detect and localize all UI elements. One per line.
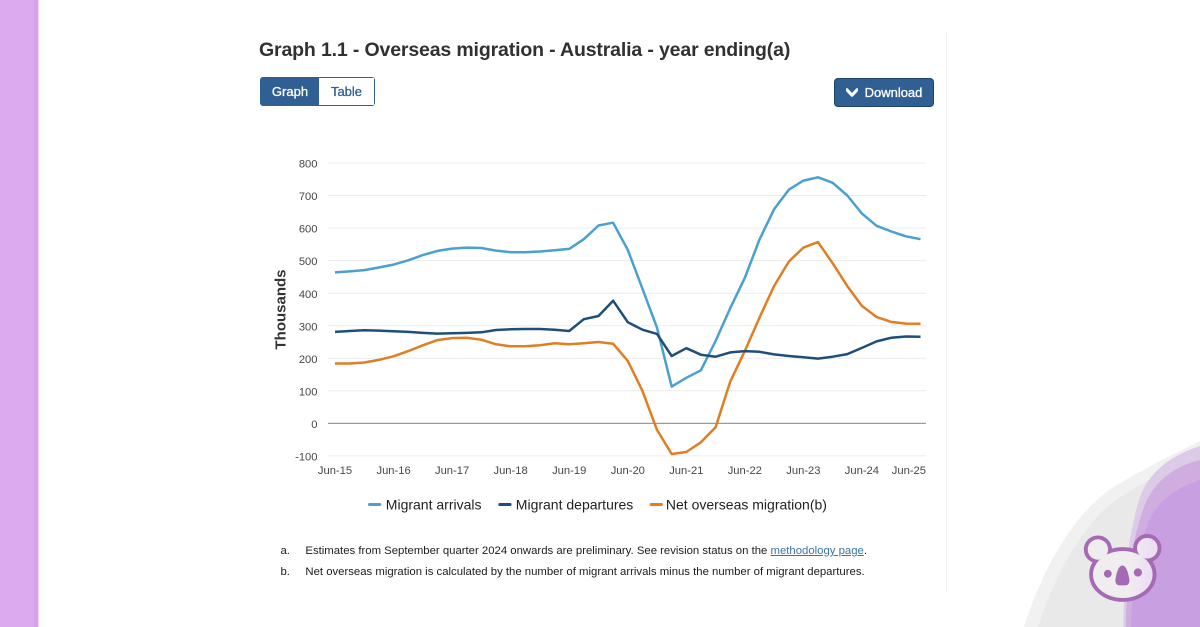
svg-text:Migrant departures: Migrant departures [516, 497, 634, 513]
svg-text:Jun-19: Jun-19 [552, 465, 586, 477]
svg-text:600: 600 [299, 224, 318, 236]
svg-text:100: 100 [299, 386, 318, 398]
svg-text:500: 500 [299, 256, 318, 268]
svg-text:Jun-21: Jun-21 [669, 465, 703, 477]
svg-text:Jun-17: Jun-17 [435, 465, 469, 477]
svg-text:Migrant arrivals: Migrant arrivals [386, 497, 482, 513]
svg-text:Jun-22: Jun-22 [728, 465, 762, 477]
svg-text:Net overseas migration(b): Net overseas migration(b) [666, 497, 827, 513]
svg-text:Jun-16: Jun-16 [376, 465, 410, 477]
svg-text:Jun-18: Jun-18 [493, 465, 527, 477]
svg-text:-100: -100 [295, 452, 317, 464]
svg-text:Jun-25: Jun-25 [892, 465, 926, 477]
svg-text:Jun-23: Jun-23 [786, 465, 820, 477]
svg-text:200: 200 [299, 354, 318, 366]
svg-text:700: 700 [299, 191, 318, 203]
svg-text:Jun-24: Jun-24 [845, 465, 879, 477]
svg-text:Thousands: Thousands [273, 269, 290, 349]
svg-text:300: 300 [299, 321, 318, 333]
svg-text:Jun-20: Jun-20 [611, 465, 645, 477]
svg-text:0: 0 [311, 419, 317, 431]
svg-text:400: 400 [299, 289, 318, 301]
svg-text:Jun-15: Jun-15 [318, 465, 352, 477]
svg-text:800: 800 [299, 159, 318, 171]
